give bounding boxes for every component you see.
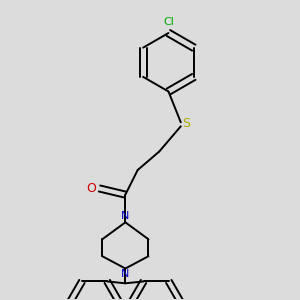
Text: Cl: Cl bbox=[163, 17, 174, 28]
Text: N: N bbox=[121, 269, 130, 279]
Text: O: O bbox=[86, 182, 96, 195]
Text: N: N bbox=[121, 212, 130, 221]
Text: S: S bbox=[182, 117, 190, 130]
